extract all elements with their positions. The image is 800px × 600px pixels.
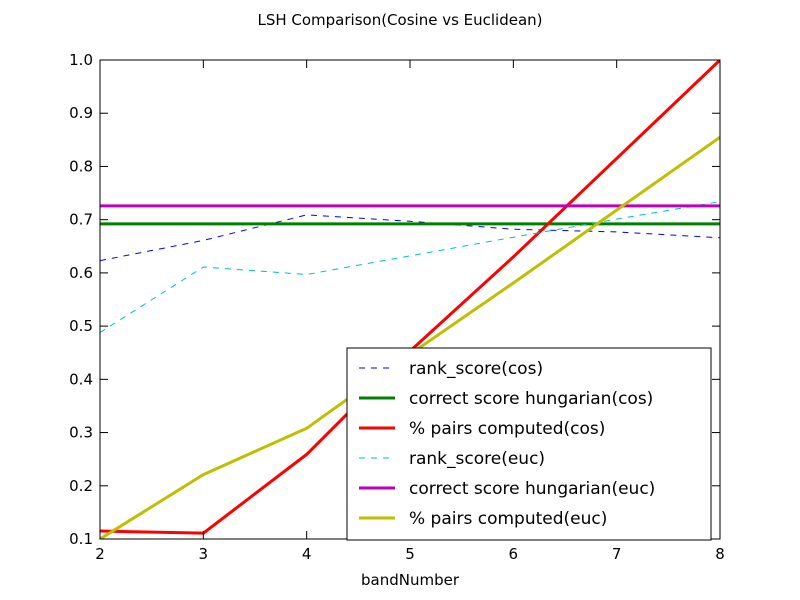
- legend-label: correct score hungarian(cos): [409, 389, 653, 409]
- series-line-4: [100, 201, 720, 333]
- x-tick-label: 8: [715, 545, 725, 563]
- x-tick-label: 7: [612, 545, 622, 563]
- y-tick-label: 0.5: [69, 317, 93, 335]
- y-tick-label: 0.7: [69, 211, 93, 229]
- legend-box: [346, 347, 712, 541]
- x-tick-label: 2: [95, 545, 105, 563]
- x-tick-label: 6: [509, 545, 519, 563]
- y-tick-label: 0.6: [69, 264, 93, 282]
- y-tick-label: 0.9: [69, 104, 93, 122]
- y-tick-label: 0.2: [69, 477, 93, 495]
- legend-label: rank_score(euc): [409, 449, 545, 469]
- y-tick-label: 0.4: [69, 370, 93, 388]
- y-tick-label: 1.0: [69, 51, 93, 69]
- x-tick-label: 4: [302, 545, 312, 563]
- legend-label: % pairs computed(cos): [409, 419, 605, 439]
- chart-title: LSH Comparison(Cosine vs Euclidean): [257, 11, 542, 29]
- legend-label: rank_score(cos): [409, 359, 543, 379]
- y-tick-label: 0.1: [69, 530, 93, 548]
- y-tick-label: 0.3: [69, 424, 93, 442]
- x-axis-label: bandNumber: [361, 571, 460, 589]
- series-line-1: [100, 214, 720, 262]
- y-tick-label: 0.8: [69, 157, 93, 175]
- legend-label: correct score hungarian(euc): [409, 479, 655, 499]
- x-tick-label: 5: [405, 545, 415, 563]
- legend-label: % pairs computed(euc): [409, 509, 607, 529]
- x-tick-label: 3: [199, 545, 209, 563]
